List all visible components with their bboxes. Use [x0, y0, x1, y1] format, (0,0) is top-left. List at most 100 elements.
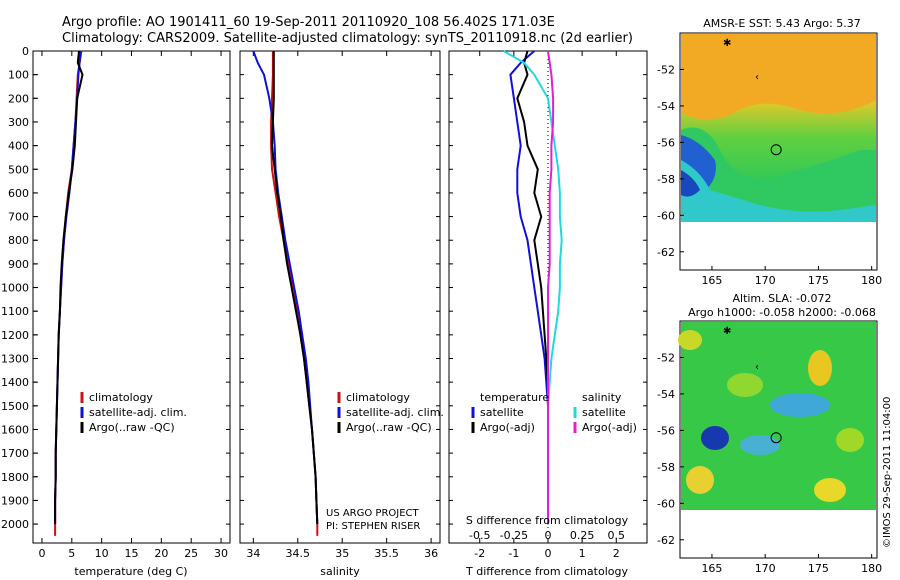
salinity-panel: 34 34.5 35 35.5 36 salinity climatology satel…: [239, 50, 444, 578]
sla-map-title-line1: Altim. SLA: -0.072: [732, 292, 831, 305]
sst-symbol-mark: ✱: [723, 38, 731, 49]
map-x-tick-label: 165: [701, 274, 722, 287]
s-difference-tick-label: 0.25: [570, 529, 595, 542]
x-tick-label: 0: [38, 547, 45, 560]
y-tick-label: 1800: [1, 471, 29, 484]
x-tick-label: 35.5: [374, 547, 399, 560]
x-tick-label: 35: [335, 547, 349, 560]
sst-arrow-mark: ‹: [755, 72, 759, 83]
project-annotation-line1: US ARGO PROJECT: [326, 508, 420, 519]
temperature-legend: climatology satellite-adj. clim. Argo(..ra…: [80, 391, 187, 434]
sla-anomaly: [701, 426, 729, 450]
legend-label: satellite: [582, 406, 626, 419]
y-tick-label: 1600: [1, 423, 29, 436]
profile-location-marker: [770, 432, 782, 444]
sla-anomaly: [740, 435, 780, 455]
y-tick-label: 300: [8, 116, 29, 129]
temperature-ticks: 0 5 10 15 20 25 30: [33, 50, 230, 560]
sst-warm-region: [681, 34, 876, 120]
x-tick-label: 34.5: [286, 547, 311, 560]
legend-label: Argo(..raw -QC): [89, 421, 175, 434]
project-annotation-line2: PI: STEPHEN RISER: [326, 521, 420, 532]
salinity-ticks: 34 34.5 35 35.5 36: [240, 50, 440, 560]
sla-map-panel: Altim. SLA: -0.072 Argo h1000: -0.058 h2…: [657, 292, 882, 575]
depth-ticks: 0 100 200 300 400 500 600 700 800 900 1000 1100 1200…: [1, 45, 38, 531]
y-tick-label: 1700: [1, 447, 29, 460]
y-tick-label: 600: [8, 187, 29, 200]
map-y-tick-label: -52: [657, 351, 675, 364]
y-tick-label: 1200: [1, 329, 29, 342]
s-difference-tick-label: 0: [545, 529, 552, 542]
legend-label: satellite-adj. clim.: [89, 406, 187, 419]
map-x-tick-label: 180: [861, 562, 882, 575]
sla-symbol-mark: ✱: [723, 326, 731, 337]
temperature-xlabel: temperature (deg C): [74, 565, 187, 578]
sst-coldest-region: [681, 170, 700, 197]
series-line-argo-raw-qc-: [270, 51, 319, 525]
salinity-axes-frame: [239, 50, 441, 544]
legend-label: Argo(-adj): [582, 421, 637, 434]
map-y-tick-label: -62: [657, 534, 675, 547]
s-difference-tick-label: 0.5: [608, 529, 626, 542]
x-tick-label: 25: [184, 547, 198, 560]
sst-map-title: AMSR-E SST: 5.43 Argo: 5.37: [703, 17, 861, 30]
t-difference-xlabel: T difference from climatology: [465, 565, 628, 578]
sla-anomaly: [727, 373, 763, 397]
y-tick-label: 1300: [1, 353, 29, 366]
sla-map-ticks: 165 170 175 180 -52 -54 -56 -58 -60 -62: [657, 351, 882, 575]
series-line-argo-raw-qc-: [54, 50, 84, 525]
y-tick-label: 1400: [1, 376, 29, 389]
sst-map-ticks: 165 170 175 180 -52 -54 -56 -58 -60 -62: [657, 63, 882, 287]
legend-title-temperature: temperature: [480, 391, 549, 404]
map-y-tick-label: -62: [657, 246, 675, 259]
difference-ticks: -2 -1 0 1 2 -0.5 -0.25 0 0.25 0.5: [449, 50, 647, 560]
map-x-tick-label: 180: [861, 274, 882, 287]
sla-map-title-line2: Argo h1000: -0.058 h2000: -0.068: [688, 306, 876, 319]
legend-label: Argo(-adj): [480, 421, 535, 434]
y-tick-label: 1100: [1, 305, 29, 318]
sst-field: [681, 34, 876, 222]
map-y-tick-label: -60: [657, 497, 675, 510]
x-tick-label: 15: [125, 547, 139, 560]
sla-field: [678, 322, 876, 510]
map-x-tick-label: 170: [755, 562, 776, 575]
sla-anomaly: [836, 428, 864, 452]
y-tick-label: 2000: [1, 518, 29, 531]
difference-panel: -2 -1 0 1 2 -0.5 -0.25 0 0.25 0.5 T difference fr…: [448, 50, 648, 578]
x-tick-label: 5: [68, 547, 75, 560]
s-difference-tick-label: -0.5: [469, 529, 490, 542]
temperature-panel: 0100200300400500600700800900100011001200…: [1, 45, 231, 578]
temperature-axes-frame: [32, 50, 231, 544]
y-tick-label: 800: [8, 234, 29, 247]
x-tick-label: 30: [214, 547, 228, 560]
x-tick-label: 36: [424, 547, 438, 560]
temperature-lines: [54, 50, 84, 536]
legend-title-salinity: salinity: [582, 391, 622, 404]
y-tick-label: 100: [8, 69, 29, 82]
y-tick-label: 700: [8, 211, 29, 224]
sst-cool-region: [681, 160, 876, 222]
map-y-tick-label: -52: [657, 63, 675, 76]
x-tick-label: 20: [154, 547, 168, 560]
x-tick-label: 10: [95, 547, 109, 560]
y-tick-label: 200: [8, 92, 29, 105]
y-tick-label: 0: [22, 45, 29, 58]
sla-anomaly: [770, 393, 830, 417]
sla-anomaly: [814, 478, 846, 502]
map-y-tick-label: -56: [657, 424, 675, 437]
s-difference-label: S difference from climatology: [466, 514, 629, 527]
y-tick-label: 500: [8, 163, 29, 176]
salinity-legend: climatology satellite-adj. clim. Argo(..ra…: [337, 391, 444, 434]
map-y-tick-label: -58: [657, 461, 675, 474]
map-x-tick-label: 165: [701, 562, 722, 575]
header-line1: Argo profile: AO 1901411_60 19-Sep-2011 …: [62, 15, 555, 30]
legend-label: climatology: [89, 391, 153, 404]
legend-label: satellite-adj. clim.: [346, 406, 444, 419]
y-tick-label: 400: [8, 140, 29, 153]
sla-anomaly: [808, 350, 832, 386]
map-y-tick-label: -58: [657, 173, 675, 186]
legend-label: satellite: [480, 406, 524, 419]
map-x-tick-label: 175: [808, 274, 829, 287]
x-tick-label: 1: [579, 547, 586, 560]
